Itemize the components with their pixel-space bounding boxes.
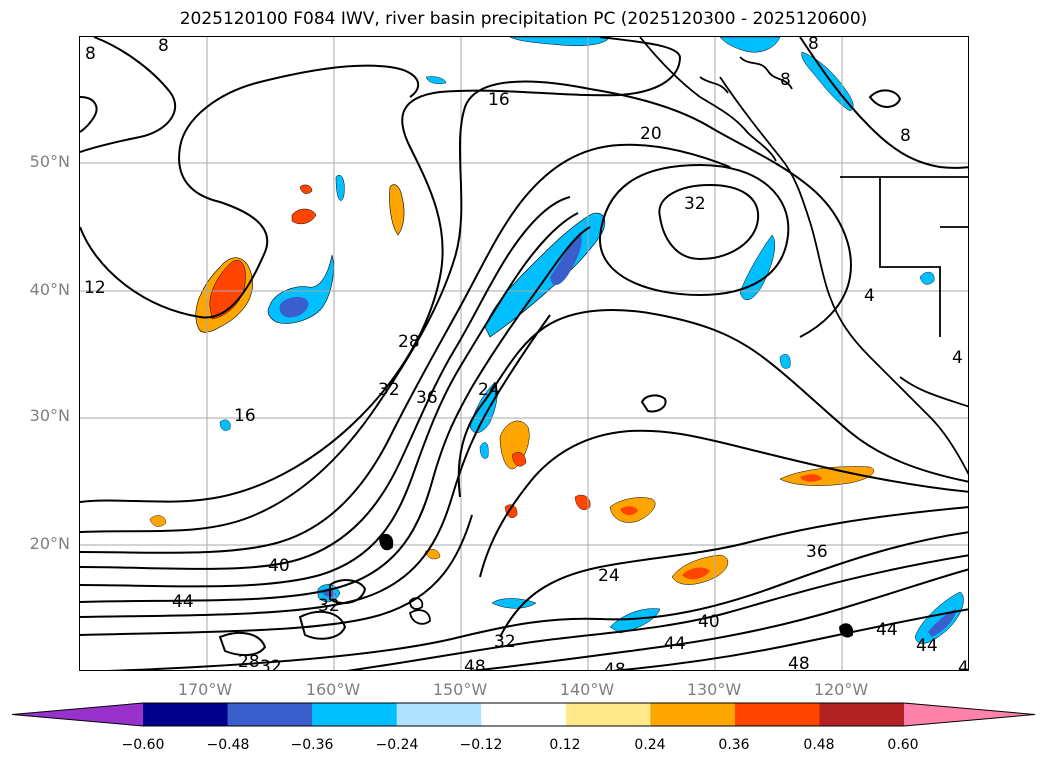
map-canvas[interactable]: 8 8 16 20 32 12 28 32 36 24 16 40 44 32 … [80, 37, 969, 671]
lon-label-150w: 150°W [432, 680, 488, 699]
colorbar-tick: 0.48 [803, 737, 835, 753]
lon-label-120w: 120°W [813, 680, 869, 699]
contour-label: 8 [85, 44, 96, 64]
colorbar-segment [396, 703, 482, 726]
precip-shading [149, 37, 964, 644]
contour-label: 24 [598, 566, 620, 586]
lat-label-30: 30°N [29, 406, 70, 425]
colorbar-tick: −0.36 [290, 737, 334, 753]
contour-label: 36 [416, 388, 438, 408]
contour-labels: 8 8 16 20 32 12 28 32 36 24 16 40 44 32 … [84, 37, 969, 671]
contour-label: 20 [640, 124, 662, 144]
lon-label-160w: 160°W [305, 680, 361, 699]
colorbar-segment [227, 703, 313, 726]
contour-label: 16 [488, 90, 510, 110]
contour-label: 8 [808, 37, 819, 54]
contour-label: 40 [268, 556, 290, 576]
contour-label: 44 [916, 636, 938, 656]
contour-label: 40 [698, 612, 720, 632]
colorbar-segment [565, 703, 651, 726]
contour-label: 4 [864, 286, 875, 306]
colorbar-extend-left [12, 703, 143, 726]
colorbar-segment [312, 703, 398, 726]
colorbar-extend-right [904, 703, 1035, 726]
iwv-contours [80, 37, 968, 670]
colorbar-tick: 0.36 [718, 737, 750, 753]
colorbar-segment [734, 703, 820, 726]
contour-label: 48 [604, 660, 626, 671]
colorbar-segment [481, 703, 567, 726]
contour-label: 32 [318, 596, 340, 616]
contour-label: 12 [84, 278, 106, 298]
colorbar-outline [11, 702, 1036, 727]
colorbar-tick: −0.12 [459, 737, 503, 753]
contour-label: 8 [900, 126, 911, 146]
colorbar-tick: −0.60 [121, 737, 165, 753]
colorbar-tick: 0.60 [887, 737, 919, 753]
colorbar-segment [650, 703, 736, 726]
coastline [379, 37, 968, 638]
lat-label-40: 40°N [29, 280, 70, 299]
contour-label: 24 [478, 380, 500, 400]
colorbar-segment [143, 703, 229, 726]
colorbar-tick: −0.48 [206, 737, 250, 753]
colorbar-tick: 0.24 [634, 737, 666, 753]
map-title: 2025120100 F084 IWV, river basin precipi… [179, 9, 868, 29]
graticule [80, 37, 968, 670]
contour-label: 8 [158, 37, 169, 56]
contour-label: 16 [234, 406, 256, 426]
contour-label: 44 [172, 592, 194, 612]
lon-label-140w: 140°W [559, 680, 615, 699]
contour-label: 4 [958, 658, 969, 671]
contour-label: 28 [398, 332, 420, 352]
colorbar [11, 702, 1036, 727]
lat-label-20: 20°N [29, 534, 70, 553]
contour-label: 48 [464, 657, 486, 671]
colorbar-tick: 0.12 [549, 737, 581, 753]
contour-label: 32 [494, 632, 516, 652]
colorbar-tick: −0.24 [375, 737, 419, 753]
contour-label: 4 [952, 348, 963, 368]
contour-label: 32 [684, 194, 706, 214]
contour-label: 8 [780, 70, 791, 90]
colorbar-segment [819, 703, 905, 726]
contour-label: 36 [806, 542, 828, 562]
contour-label: 32 [260, 657, 282, 671]
map-panel[interactable]: 8 8 16 20 32 12 28 32 36 24 16 40 44 32 … [79, 36, 969, 671]
lon-label-130w: 130°W [686, 680, 742, 699]
lon-label-170w: 170°W [177, 680, 233, 699]
contour-label: 32 [378, 380, 400, 400]
contour-label: 28 [238, 652, 260, 671]
contour-label: 44 [664, 634, 686, 654]
contour-label: 44 [876, 620, 898, 640]
contour-label: 48 [788, 654, 810, 671]
lat-label-50: 50°N [29, 152, 70, 171]
